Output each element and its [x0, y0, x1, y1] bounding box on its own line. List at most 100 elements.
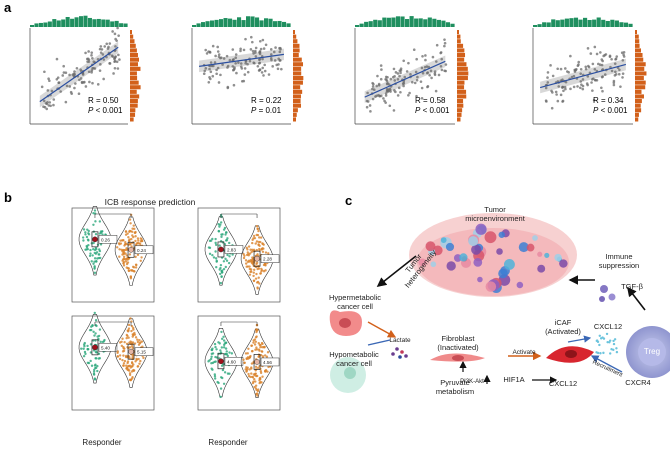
violin-point: [228, 351, 231, 354]
violin-point: [258, 379, 261, 382]
violin-point: [257, 355, 260, 358]
scatter-point: [398, 69, 402, 72]
top-histogram-bar: [601, 19, 606, 27]
scatter-point: [427, 65, 431, 69]
side-histogram-bar: [457, 117, 461, 122]
scatter-point: [551, 91, 554, 94]
scatter-point: [420, 86, 424, 90]
violin-point: [220, 215, 223, 219]
cxcl12-top-label: CXCL12: [593, 322, 623, 331]
fit-line: [539, 63, 627, 89]
top-histogram-bar: [282, 21, 287, 27]
violin-point: [124, 240, 127, 244]
violin-point: [210, 348, 213, 352]
violin-point: [214, 241, 217, 245]
scatter-point: [440, 68, 444, 72]
violin-point: [124, 230, 128, 233]
tumor-microenvironment-image: [409, 213, 577, 297]
median-value: 5.15: [137, 350, 146, 355]
scatter-point: [88, 80, 91, 84]
p-symbol: P: [415, 106, 421, 115]
violin-point: [125, 364, 128, 367]
violin-point: [214, 237, 217, 241]
side-histogram-bar: [130, 85, 141, 90]
scatter-point: [65, 84, 69, 88]
violin-point: [252, 234, 256, 238]
scatter-point: [243, 73, 247, 76]
scatter-point: [86, 60, 89, 63]
scatter-point: [443, 38, 446, 41]
violin-point: [213, 375, 217, 378]
scatter-point: [615, 55, 619, 58]
violin-point: [251, 241, 254, 245]
scatter-point: [278, 50, 282, 54]
top-histogram-bar: [259, 20, 264, 27]
violin-point: [259, 236, 263, 239]
scatter-point: [106, 47, 110, 50]
scatter-point: [209, 77, 212, 81]
top-histogram-bar: [43, 22, 48, 27]
scatter-point: [208, 67, 211, 71]
side-histogram-bar: [457, 48, 465, 53]
top-histogram-bar: [628, 23, 633, 27]
scatter-point: [430, 76, 433, 80]
side-histogram-bar: [130, 103, 138, 108]
scatter-point: [234, 53, 238, 56]
violin-point: [131, 375, 134, 379]
violin-point: [256, 287, 259, 290]
scatter-point: [579, 72, 582, 75]
scatter-point: [601, 89, 604, 93]
violin-point: [93, 271, 97, 275]
violin-point: [86, 344, 89, 348]
scatter-point: [603, 73, 607, 76]
scatter-point: [401, 82, 405, 86]
scatter-point: [69, 90, 73, 94]
scatter-point: [237, 61, 240, 64]
scatter-point: [226, 85, 230, 89]
violin-plot-4: 4.60 4.56: [197, 315, 281, 411]
violin-point: [93, 251, 96, 255]
scatter-point: [385, 79, 389, 83]
tme-cell: [418, 258, 427, 267]
violin-point: [222, 346, 226, 349]
top-histogram-bar: [564, 18, 569, 27]
scatter-point: [610, 57, 613, 61]
treg-label: Treg: [643, 347, 661, 356]
violin-point: [139, 259, 142, 262]
violin-point: [136, 340, 140, 344]
scatter-point: [47, 77, 50, 81]
scatter-point: [72, 72, 76, 76]
top-histogram-bar: [214, 19, 219, 27]
violin-point: [127, 235, 130, 239]
panel-label-b: b: [4, 190, 12, 205]
scatter-plot-4: [532, 17, 647, 125]
scatter-point: [254, 49, 257, 53]
top-histogram-bar: [405, 19, 410, 27]
cxcl12-dot: [610, 348, 613, 351]
scatter-point: [375, 84, 378, 88]
scatter-point: [365, 105, 369, 109]
scatter-point: [595, 52, 599, 56]
violin-point: [225, 231, 228, 234]
scatter-point: [108, 62, 111, 65]
scatter-point: [402, 59, 406, 63]
violin-point: [134, 239, 137, 243]
top-histogram-bar: [56, 20, 61, 27]
top-histogram-bar: [605, 20, 610, 27]
violin-point: [222, 382, 226, 385]
pyruvate-label: Pyruvate metabolism: [435, 378, 475, 396]
median-marker: [92, 344, 98, 351]
violin-point: [219, 387, 223, 390]
violin-point: [267, 252, 270, 255]
violin-point: [222, 343, 226, 347]
violin-point: [264, 264, 267, 267]
scatter-point: [402, 84, 405, 88]
violin-point: [86, 238, 90, 241]
scatter-point: [419, 80, 423, 83]
violin-point: [142, 356, 145, 360]
top-histogram-bar: [205, 21, 210, 27]
scatter-point: [271, 65, 274, 68]
violin-point: [120, 344, 124, 348]
scatter-point: [261, 38, 265, 42]
tme-cell: [518, 242, 529, 253]
